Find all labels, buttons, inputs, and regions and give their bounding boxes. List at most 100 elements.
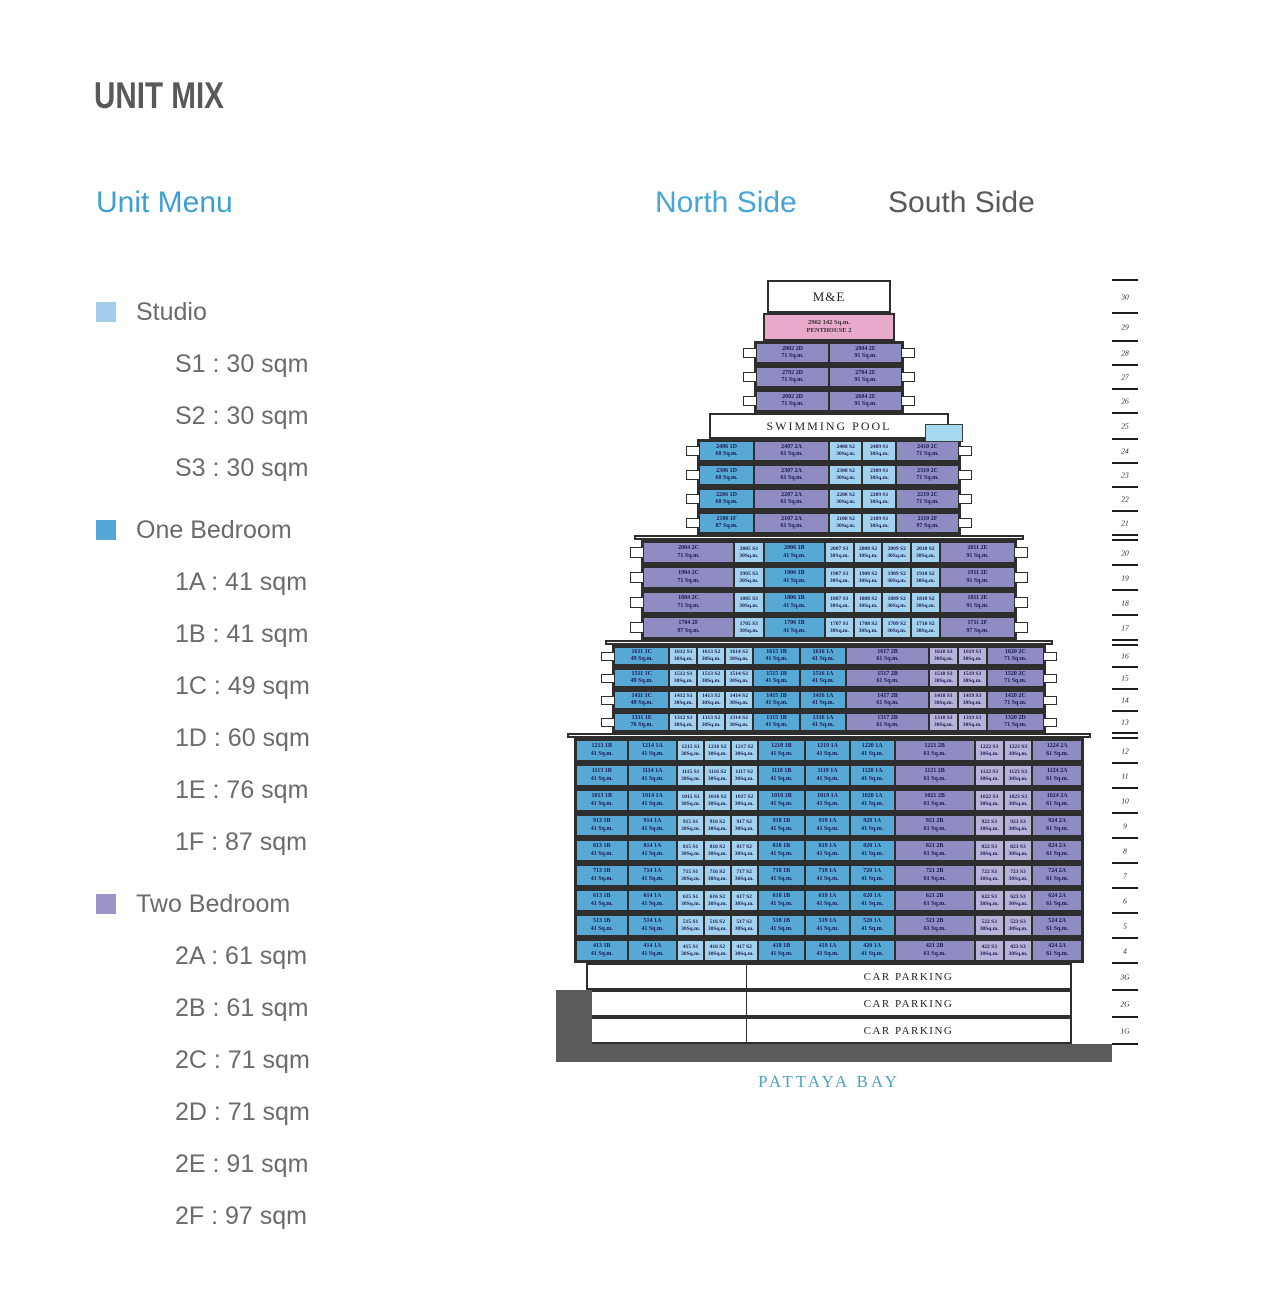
unit-cell-917-S2[interactable]: 917 S2 30Sq.m. <box>730 815 758 836</box>
unit-cell-416-S2[interactable]: 416 S2 30Sq.m. <box>704 940 731 961</box>
unit-cell-914-1A[interactable]: 914 1A 41 Sq.m. <box>627 815 678 836</box>
unit-cell-2009-S2[interactable]: 2009 S2 30Sq.m. <box>882 542 912 563</box>
unit-cell-1122-S3[interactable]: 1122 S3 30Sq.m. <box>974 765 1004 786</box>
unit-cell-1415-1B[interactable]: 1415 1B 41 Sq.m. <box>752 691 801 709</box>
unit-cell-419-1A[interactable]: 419 1A 41 Sq.m. <box>805 940 850 961</box>
unit-cell-1909-S2[interactable]: 1909 S2 30Sq.m. <box>882 567 912 588</box>
unit-cell-1018-1B[interactable]: 1018 1B 41 Sq.m. <box>757 790 806 811</box>
unit-cell-1319-S3[interactable]: 1319 S3 30Sq.m. <box>957 713 987 731</box>
unit-cell-1223-S3[interactable]: 1223 S3 30Sq.m. <box>1003 740 1033 761</box>
unit-cell-1013-1B[interactable]: 1013 1B 41 Sq.m. <box>576 790 628 811</box>
menu-item-2b[interactable]: 2B : 61 sqm <box>175 993 309 1022</box>
unit-cell-717-S2[interactable]: 717 S2 30Sq.m. <box>730 865 758 886</box>
unit-cell-613-1B[interactable]: 613 1B 41 Sq.m. <box>576 890 628 911</box>
unit-cell-2006-1B[interactable]: 2006 1B 41 Sq.m. <box>763 542 826 563</box>
unit-cell-418-1B[interactable]: 418 1B 41 Sq.m. <box>757 940 806 961</box>
unit-cell-1811-2E[interactable]: 1811 2E 91 Sq.m. <box>939 592 1015 613</box>
unit-cell-1017-S2[interactable]: 1017 S2 30Sq.m. <box>730 790 758 811</box>
unit-cell-1520-2C[interactable]: 1520 2C 71 Sq.m. <box>986 669 1044 687</box>
unit-cell-2110-2F[interactable]: 2110 2F 97 Sq.m. <box>895 513 960 533</box>
unit-cell-618-1B[interactable]: 618 1B 41 Sq.m. <box>757 890 806 911</box>
unit-cell-723-S3[interactable]: 723 S3 30Sq.m. <box>1003 865 1033 886</box>
unit-cell-1804-2C[interactable]: 1804 2C 71 Sq.m. <box>643 592 734 613</box>
tab-north-side[interactable]: North Side <box>655 186 797 219</box>
unit-cell-722-S3[interactable]: 722 S3 30Sq.m. <box>974 865 1004 886</box>
unit-cell-1023-S3[interactable]: 1023 S3 30Sq.m. <box>1003 790 1033 811</box>
unit-cell-521-2B[interactable]: 521 2B 61 Sq.m. <box>894 915 975 936</box>
unit-cell-721-2B[interactable]: 721 2B 61 Sq.m. <box>894 865 975 886</box>
unit-cell-1618-S3[interactable]: 1618 S3 30Sq.m. <box>929 647 958 665</box>
unit-cell-918-1B[interactable]: 918 1B 41 Sq.m. <box>757 815 806 836</box>
unit-cell-1617-2B[interactable]: 1617 2B 61 Sq.m. <box>845 647 930 665</box>
unit-cell-413-1B[interactable]: 413 1B 41 Sq.m. <box>576 940 628 961</box>
unit-cell-622-S3[interactable]: 622 S3 30Sq.m. <box>974 890 1004 911</box>
unit-cell-2409-S1[interactable]: 2409 S1 30Sq.m. <box>862 441 896 461</box>
unit-cell-1519-S3[interactable]: 1519 S3 30Sq.m. <box>957 669 987 687</box>
unit-cell-2011-2E[interactable]: 2011 2E 91 Sq.m. <box>939 542 1015 563</box>
unit-cell-1315-1B[interactable]: 1315 1B 41 Sq.m. <box>752 713 801 731</box>
unit-cell-819-1A[interactable]: 819 1A 41 Sq.m. <box>805 840 850 861</box>
unit-cell-1905-S3[interactable]: 1905 S3 30Sq.m. <box>734 567 764 588</box>
unit-cell-1318-S3[interactable]: 1318 S3 30Sq.m. <box>929 713 958 731</box>
unit-cell-1118-1B[interactable]: 1118 1B 41 Sq.m. <box>757 765 806 786</box>
unit-cell-1119-1A[interactable]: 1119 1A 41 Sq.m. <box>805 765 850 786</box>
unit-cell-916-S2[interactable]: 916 S2 30Sq.m. <box>704 815 731 836</box>
unit-cell-1911-2E[interactable]: 1911 2E 91 Sq.m. <box>939 567 1015 588</box>
unit-cell-515-S1[interactable]: 515 S1 30Sq.m. <box>677 915 704 936</box>
unit-cell-1620-2C[interactable]: 1620 2C 71 Sq.m. <box>986 647 1044 665</box>
unit-cell-822-S3[interactable]: 822 S3 30Sq.m. <box>974 840 1004 861</box>
unit-cell-720-1A[interactable]: 720 1A 41 Sq.m. <box>849 865 895 886</box>
unit-cell-821-2B[interactable]: 821 2B 61 Sq.m. <box>894 840 975 861</box>
unit-cell-1218-1B[interactable]: 1218 1B 41 Sq.m. <box>757 740 806 761</box>
unit-cell-1517-2B[interactable]: 1517 2B 61 Sq.m. <box>845 669 930 687</box>
unit-cell-1317-2B[interactable]: 1317 2B 61 Sq.m. <box>845 713 930 731</box>
unit-cell-1215-S1[interactable]: 1215 S1 30Sq.m. <box>677 740 704 761</box>
unit-cell-817-S2[interactable]: 817 S2 30Sq.m. <box>730 840 758 861</box>
unit-cell-2704-2E[interactable]: 2704 2E 91 Sq.m. <box>829 367 902 387</box>
unit-cell-2702-2D[interactable]: 2702 2D 71 Sq.m. <box>756 367 829 387</box>
unit-cell-1411-1C[interactable]: 1411 1C 49 Sq.m. <box>614 691 670 709</box>
unit-cell-2010-S2[interactable]: 2010 S2 30Sq.m. <box>911 542 940 563</box>
unit-cell-2410-2C[interactable]: 2410 2C 71 Sq.m. <box>895 441 960 461</box>
unit-cell-621-2B[interactable]: 621 2B 61 Sq.m. <box>894 890 975 911</box>
unit-cell-1711-2F[interactable]: 1711 2F 97 Sq.m. <box>939 617 1015 638</box>
unit-cell-1809-S2[interactable]: 1809 S2 30Sq.m. <box>882 592 912 613</box>
menu-item-2e[interactable]: 2E : 91 sqm <box>175 1149 309 1178</box>
unit-cell-2406-1D[interactable]: 2406 1D 60 Sq.m. <box>699 441 755 461</box>
unit-cell-1805-S3[interactable]: 1805 S3 30Sq.m. <box>734 592 764 613</box>
unit-cell-1216-S2[interactable]: 1216 S2 30Sq.m. <box>704 740 731 761</box>
menu-item-1b[interactable]: 1B : 41 sqm <box>175 619 309 648</box>
unit-cell-1121-2B[interactable]: 1121 2B 61 Sq.m. <box>894 765 975 786</box>
unit-cell-1314-S2[interactable]: 1314 S2 30Sq.m. <box>724 713 753 731</box>
unit-cell-2209-S1[interactable]: 2209 S1 30Sq.m. <box>862 489 896 509</box>
unit-cell-2107-2A[interactable]: 2107 2A 61 Sq.m. <box>754 513 829 533</box>
unit-cell-1019-1A[interactable]: 1019 1A 41 Sq.m. <box>805 790 850 811</box>
unit-cell-2106-1F[interactable]: 2106 1F 87 Sq.m. <box>699 513 755 533</box>
unit-cell-1907-S1[interactable]: 1907 S1 30Sq.m. <box>825 567 854 588</box>
unit-cell-820-1A[interactable]: 820 1A 41 Sq.m. <box>849 840 895 861</box>
unit-cell-1214-1A[interactable]: 1214 1A 41 Sq.m. <box>627 740 678 761</box>
unit-cell-2208-S2[interactable]: 2208 S2 30Sq.m. <box>828 489 863 509</box>
menu-item-2f[interactable]: 2F : 97 sqm <box>175 1201 307 1230</box>
unit-cell-920-1A[interactable]: 920 1A 41 Sq.m. <box>849 815 895 836</box>
unit-cell-2309-S1[interactable]: 2309 S1 30Sq.m. <box>862 465 896 485</box>
unit-cell-1413-S2[interactable]: 1413 S2 30Sq.m. <box>697 691 725 709</box>
unit-cell-2210-2C[interactable]: 2210 2C 71 Sq.m. <box>895 489 960 509</box>
unit-cell-921-2B[interactable]: 921 2B 61 Sq.m. <box>894 815 975 836</box>
menu-item-2c[interactable]: 2C : 71 sqm <box>175 1045 310 1074</box>
menu-item-2d[interactable]: 2D : 71 sqm <box>175 1097 310 1126</box>
unit-cell-423-S3[interactable]: 423 S3 30Sq.m. <box>1003 940 1033 961</box>
unit-cell-2109-S1[interactable]: 2109 S1 30Sq.m. <box>862 513 896 533</box>
unit-cell-2802-2D[interactable]: 2802 2D 71 Sq.m. <box>756 343 829 363</box>
unit-cell-1224-2A[interactable]: 1224 2A 61 Sq.m. <box>1032 740 1083 761</box>
unit-cell-1114-1A[interactable]: 1114 1A 41 Sq.m. <box>627 765 678 786</box>
unit-cell-2005-S3[interactable]: 2005 S3 30Sq.m. <box>734 542 764 563</box>
unit-cell-1420-2C[interactable]: 1420 2C 71 Sq.m. <box>986 691 1044 709</box>
menu-item-1e[interactable]: 1E : 76 sqm <box>175 775 309 804</box>
unit-cell-1116-S2[interactable]: 1116 S2 30Sq.m. <box>704 765 731 786</box>
unit-cell-619-1A[interactable]: 619 1A 41 Sq.m. <box>805 890 850 911</box>
unit-cell-518-1B[interactable]: 518 1B 41 Sq.m. <box>757 915 806 936</box>
unit-cell-516-S2[interactable]: 516 S2 30Sq.m. <box>704 915 731 936</box>
unit-cell-1015-S1[interactable]: 1015 S1 30Sq.m. <box>677 790 704 811</box>
unit-cell-1316-1A[interactable]: 1316 1A 41 Sq.m. <box>800 713 846 731</box>
